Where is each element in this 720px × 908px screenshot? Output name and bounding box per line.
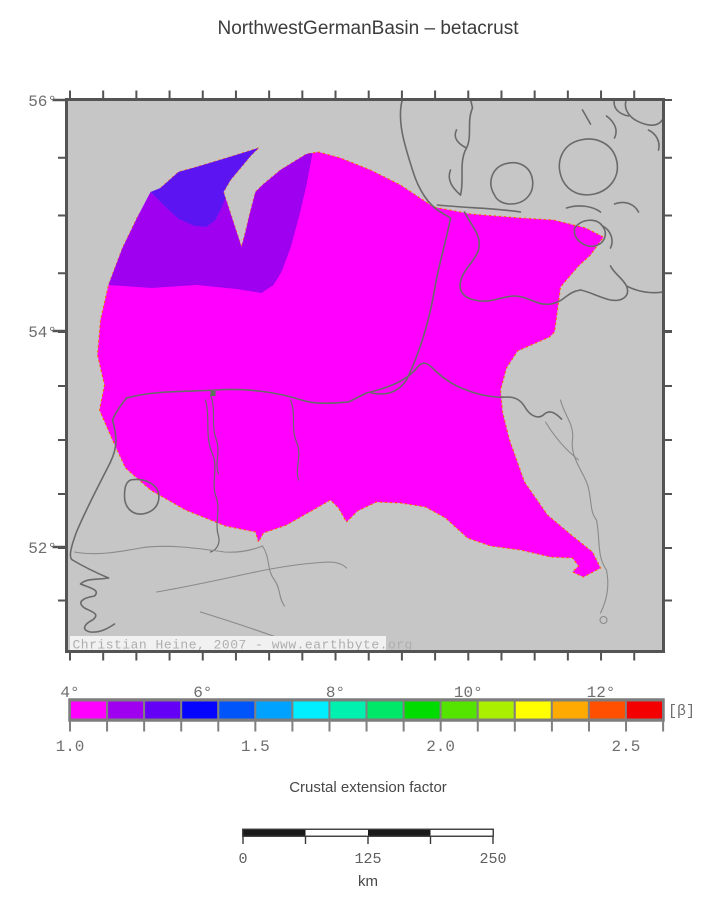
y-axis-label-52: 52° (28, 540, 57, 558)
colorbar-label-2.5: 2.5 (611, 738, 640, 756)
page-title: NorthwestGermanBasin – betacrust (218, 18, 520, 39)
scale-unit-label: km (358, 873, 378, 890)
colorbar-segment (513, 699, 553, 721)
scale-bar-segment-white (305, 829, 368, 836)
scale-bar: 0 125 250 km (238, 828, 507, 890)
scale-label-0: 0 (238, 851, 247, 868)
x-axis-label-8: 8° (326, 684, 345, 702)
coastlines (69, 101, 662, 633)
scale-bar-ticks (242, 836, 494, 844)
colorbar-tick-labels: 1.0 1.5 2.0 2.5 (56, 738, 641, 756)
x-axis-label-6: 6° (193, 684, 212, 702)
copyright-watermark: Christian Heine, 2007 - www.earthbyte.or… (73, 638, 413, 653)
y-axis-label-56: 56° (28, 93, 57, 111)
colorbar-label-1.0: 1.0 (56, 738, 85, 756)
colorbar: 1.0 1.5 2.0 2.5 [β] Crustal extension fa… (56, 698, 695, 796)
colorbar-segment (328, 699, 368, 721)
watermark-box (70, 636, 386, 650)
colorbar-segment (106, 699, 146, 721)
colorbar-label-2.0: 2.0 (426, 738, 455, 756)
x-axis-label-12: 12° (587, 684, 616, 702)
scale-label-250: 250 (479, 851, 506, 868)
colorbar-segment (365, 699, 405, 721)
colorbar-segment (550, 699, 590, 721)
colorbar-segment (143, 699, 183, 721)
y-axis-labels: 56° 54° 52° (28, 93, 57, 558)
colorbar-segment (69, 699, 109, 721)
scale-bar-labels: 0 125 250 (238, 851, 506, 868)
basin-region-purple (108, 153, 313, 293)
scale-bar-segment-black (368, 829, 431, 836)
colorbar-segment (217, 699, 257, 721)
colorbar-segment (291, 699, 331, 721)
frame-ticks (52, 90, 672, 661)
colorbar-caption: Crustal extension factor (289, 779, 447, 796)
colorbar-segment (476, 699, 516, 721)
colorbar-segment (180, 699, 220, 721)
colorbar-segments (69, 699, 665, 721)
y-axis-label-54: 54° (28, 324, 57, 342)
basin-region-violet (150, 148, 259, 227)
colorbar-segment (624, 699, 665, 721)
colorbar-segment (439, 699, 479, 721)
scale-bar-segment-black (243, 829, 306, 836)
x-axis-label-10: 10° (454, 684, 483, 702)
coast-marker-dot (210, 391, 216, 396)
colorbar-segment (254, 699, 294, 721)
colorbar-segment (587, 699, 628, 721)
x-axis-label-4: 4° (60, 684, 79, 702)
scale-bar-segment-white (430, 829, 493, 836)
map-content: Christian Heine, 2007 - www.earthbyte.or… (69, 101, 662, 653)
scale-label-125: 125 (354, 851, 381, 868)
x-axis-labels: 4° 6° 8° 10° 12° (60, 684, 615, 702)
colorbar-label-1.5: 1.5 (241, 738, 270, 756)
scale-bar-border (242, 828, 494, 837)
colorbar-unit-label: [β] (668, 703, 695, 720)
colorbar-segment (402, 699, 442, 721)
